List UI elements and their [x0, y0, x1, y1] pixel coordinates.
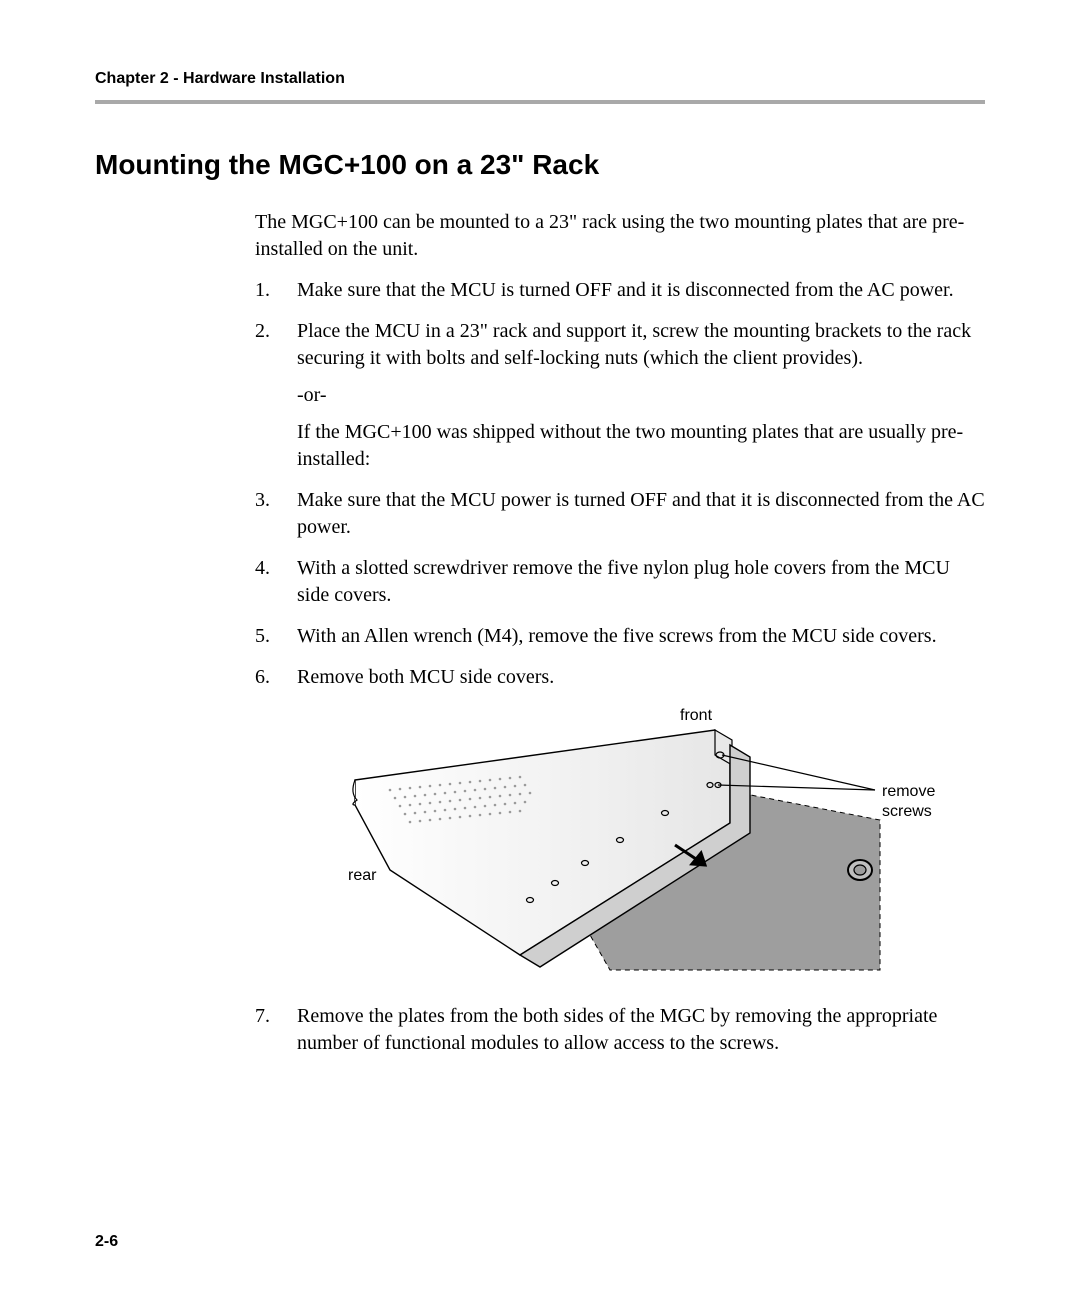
step-4-text: With a slotted screwdriver remove the fi…: [297, 557, 950, 606]
page: Chapter 2 - Hardware Installation Mounti…: [0, 0, 1080, 1306]
figure-label-remove-1: remove: [882, 781, 935, 803]
figure: front rear remove screws: [320, 705, 920, 985]
figure-label-rear: rear: [348, 865, 376, 887]
steps-list-2: Remove the plates from the both sides of…: [255, 1003, 985, 1057]
step-6: Remove both MCU side covers.: [255, 664, 985, 691]
figure-svg: [320, 705, 920, 985]
intro-paragraph: The MGC+100 can be mounted to a 23" rack…: [255, 209, 985, 263]
step-6-text: Remove both MCU side covers.: [297, 666, 554, 688]
step-5-text: With an Allen wrench (M4), remove the fi…: [297, 625, 937, 647]
step-2: Place the MCU in a 23" rack and support …: [255, 318, 985, 473]
step-1-text: Make sure that the MCU is turned OFF and…: [297, 279, 954, 301]
step-7-text: Remove the plates from the both sides of…: [297, 1005, 937, 1054]
steps-list: Make sure that the MCU is turned OFF and…: [255, 277, 985, 691]
step-3-text: Make sure that the MCU power is turned O…: [297, 489, 985, 538]
step-2-or: -or-: [297, 382, 985, 409]
step-4: With a slotted screwdriver remove the fi…: [255, 555, 985, 609]
page-number: 2-6: [95, 1233, 118, 1251]
figure-label-remove-2: screws: [882, 801, 932, 823]
chapter-header: Chapter 2 - Hardware Installation: [95, 70, 985, 88]
step-5: With an Allen wrench (M4), remove the fi…: [255, 623, 985, 650]
figure-label-front: front: [680, 705, 712, 727]
step-1: Make sure that the MCU is turned OFF and…: [255, 277, 985, 304]
step-2-note: If the MGC+100 was shipped without the t…: [297, 419, 985, 473]
header-rule: [95, 100, 985, 104]
panel-hole: [848, 860, 872, 880]
step-7: Remove the plates from the both sides of…: [255, 1003, 985, 1057]
step-3: Make sure that the MCU power is turned O…: [255, 487, 985, 541]
step-2-text: Place the MCU in a 23" rack and support …: [297, 320, 971, 369]
body-block: The MGC+100 can be mounted to a 23" rack…: [255, 209, 985, 1057]
section-title: Mounting the MGC+100 on a 23" Rack: [95, 149, 985, 181]
